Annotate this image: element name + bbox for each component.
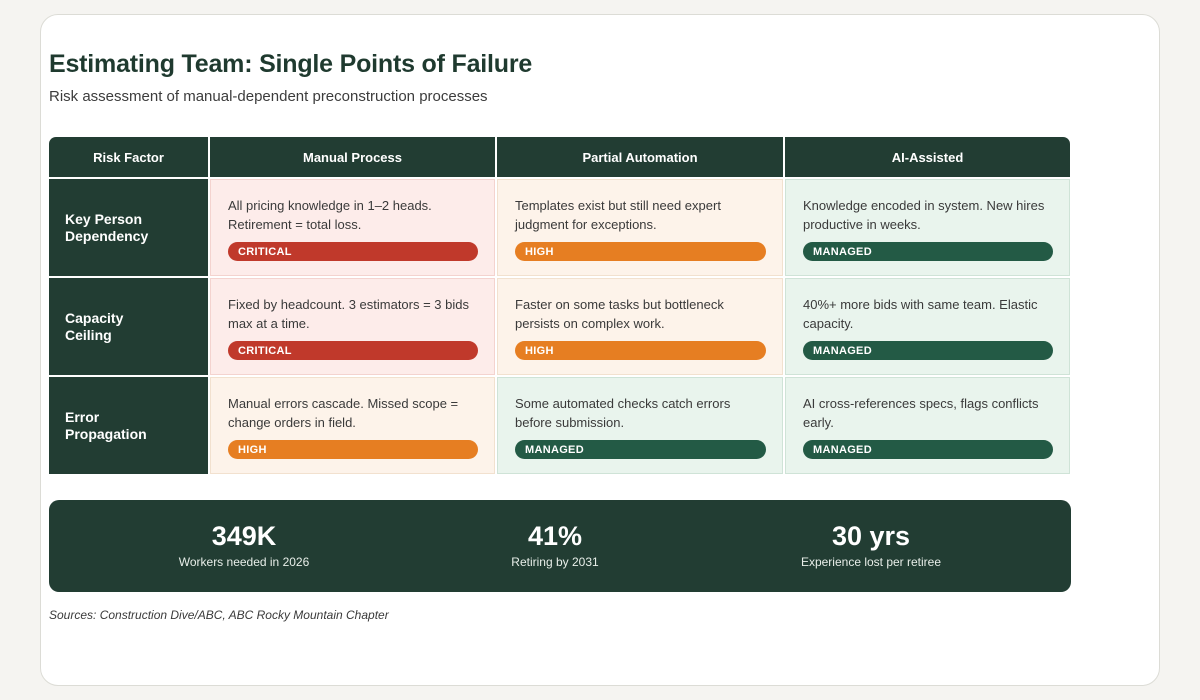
- cell-description: Some automated checks catch errors befor…: [515, 396, 731, 430]
- stat-workers-needed: 349K Workers needed in 2026: [114, 520, 374, 570]
- cell-description: Manual errors cascade. Missed scope = ch…: [228, 396, 459, 430]
- header-ai-assisted: AI-Assisted: [785, 137, 1070, 177]
- risk-badge-critical: CRITICAL: [228, 341, 478, 360]
- page-title: Estimating Team: Single Points of Failur…: [49, 50, 533, 78]
- risk-cell: Faster on some tasks but bottleneck pers…: [497, 278, 783, 375]
- row-label-capacity-ceiling: Capacity Ceiling: [49, 278, 208, 375]
- row-label-line: Key Person: [65, 210, 143, 227]
- cell-description: 40%+ more bids with same team. Elastic c…: [803, 297, 1038, 331]
- risk-cell: 40%+ more bids with same team. Elastic c…: [785, 278, 1070, 375]
- row-label-line: Propagation: [65, 425, 147, 442]
- risk-badge-managed: MANAGED: [803, 440, 1053, 459]
- risk-cell: Some automated checks catch errors befor…: [497, 377, 783, 474]
- row-label-line: Error: [65, 408, 100, 425]
- risk-cell: Templates exist but still need expert ju…: [497, 179, 783, 276]
- risk-cell: Knowledge encoded in system. New hires p…: [785, 179, 1070, 276]
- stat-value: 349K: [211, 521, 277, 551]
- header-manual-process: Manual Process: [210, 137, 495, 177]
- cell-description: AI cross-references specs, flags conflic…: [803, 396, 1039, 430]
- cell-description: Templates exist but still need expert ju…: [515, 198, 721, 232]
- stat-label: Experience lost per retiree: [800, 555, 942, 569]
- row-label-line: Ceiling: [65, 326, 112, 343]
- risk-cell: Fixed by headcount. 3 estimators = 3 bid…: [210, 278, 495, 375]
- risk-badge-critical: CRITICAL: [228, 242, 478, 261]
- stat-experience-lost: 30 yrs Experience lost per retiree: [741, 520, 1001, 570]
- header-partial-automation: Partial Automation: [497, 137, 783, 177]
- stat-label: Workers needed in 2026: [178, 555, 310, 569]
- stat-value: 41%: [527, 521, 583, 551]
- stat-retiring: 41% Retiring by 2031: [425, 520, 685, 570]
- risk-cell: All pricing knowledge in 1–2 heads. Reti…: [210, 179, 495, 276]
- cell-description: All pricing knowledge in 1–2 heads. Reti…: [228, 198, 432, 232]
- stats-banner: 349K Workers needed in 2026 41% Retiring…: [49, 500, 1071, 592]
- risk-badge-managed: MANAGED: [803, 242, 1053, 261]
- risk-table: Risk Factor Manual Process Partial Autom…: [49, 137, 1071, 474]
- sources-note: Sources: Construction Dive/ABC, ABC Rock…: [49, 608, 389, 622]
- cell-description: Knowledge encoded in system. New hires p…: [803, 198, 1045, 232]
- page-subtitle: Risk assessment of manual-dependent prec…: [49, 88, 488, 105]
- row-label-key-person-dependency: Key Person Dependency: [49, 179, 208, 276]
- risk-badge-high: HIGH: [515, 242, 766, 261]
- risk-badge-high: HIGH: [228, 440, 478, 459]
- risk-badge-high: HIGH: [515, 341, 766, 360]
- cell-description: Faster on some tasks but bottleneck pers…: [515, 297, 724, 331]
- stat-label: Retiring by 2031: [511, 555, 599, 569]
- risk-badge-managed: MANAGED: [515, 440, 766, 459]
- row-label-line: Dependency: [65, 227, 149, 244]
- risk-badge-managed: MANAGED: [803, 341, 1053, 360]
- header-risk-factor: Risk Factor: [49, 137, 208, 177]
- risk-cell: AI cross-references specs, flags conflic…: [785, 377, 1070, 474]
- stat-value: 30 yrs: [831, 521, 911, 551]
- cell-description: Fixed by headcount. 3 estimators = 3 bid…: [228, 297, 469, 331]
- row-label-error-propagation: Error Propagation: [49, 377, 208, 474]
- row-label-line: Capacity: [65, 309, 124, 326]
- risk-cell: Manual errors cascade. Missed scope = ch…: [210, 377, 495, 474]
